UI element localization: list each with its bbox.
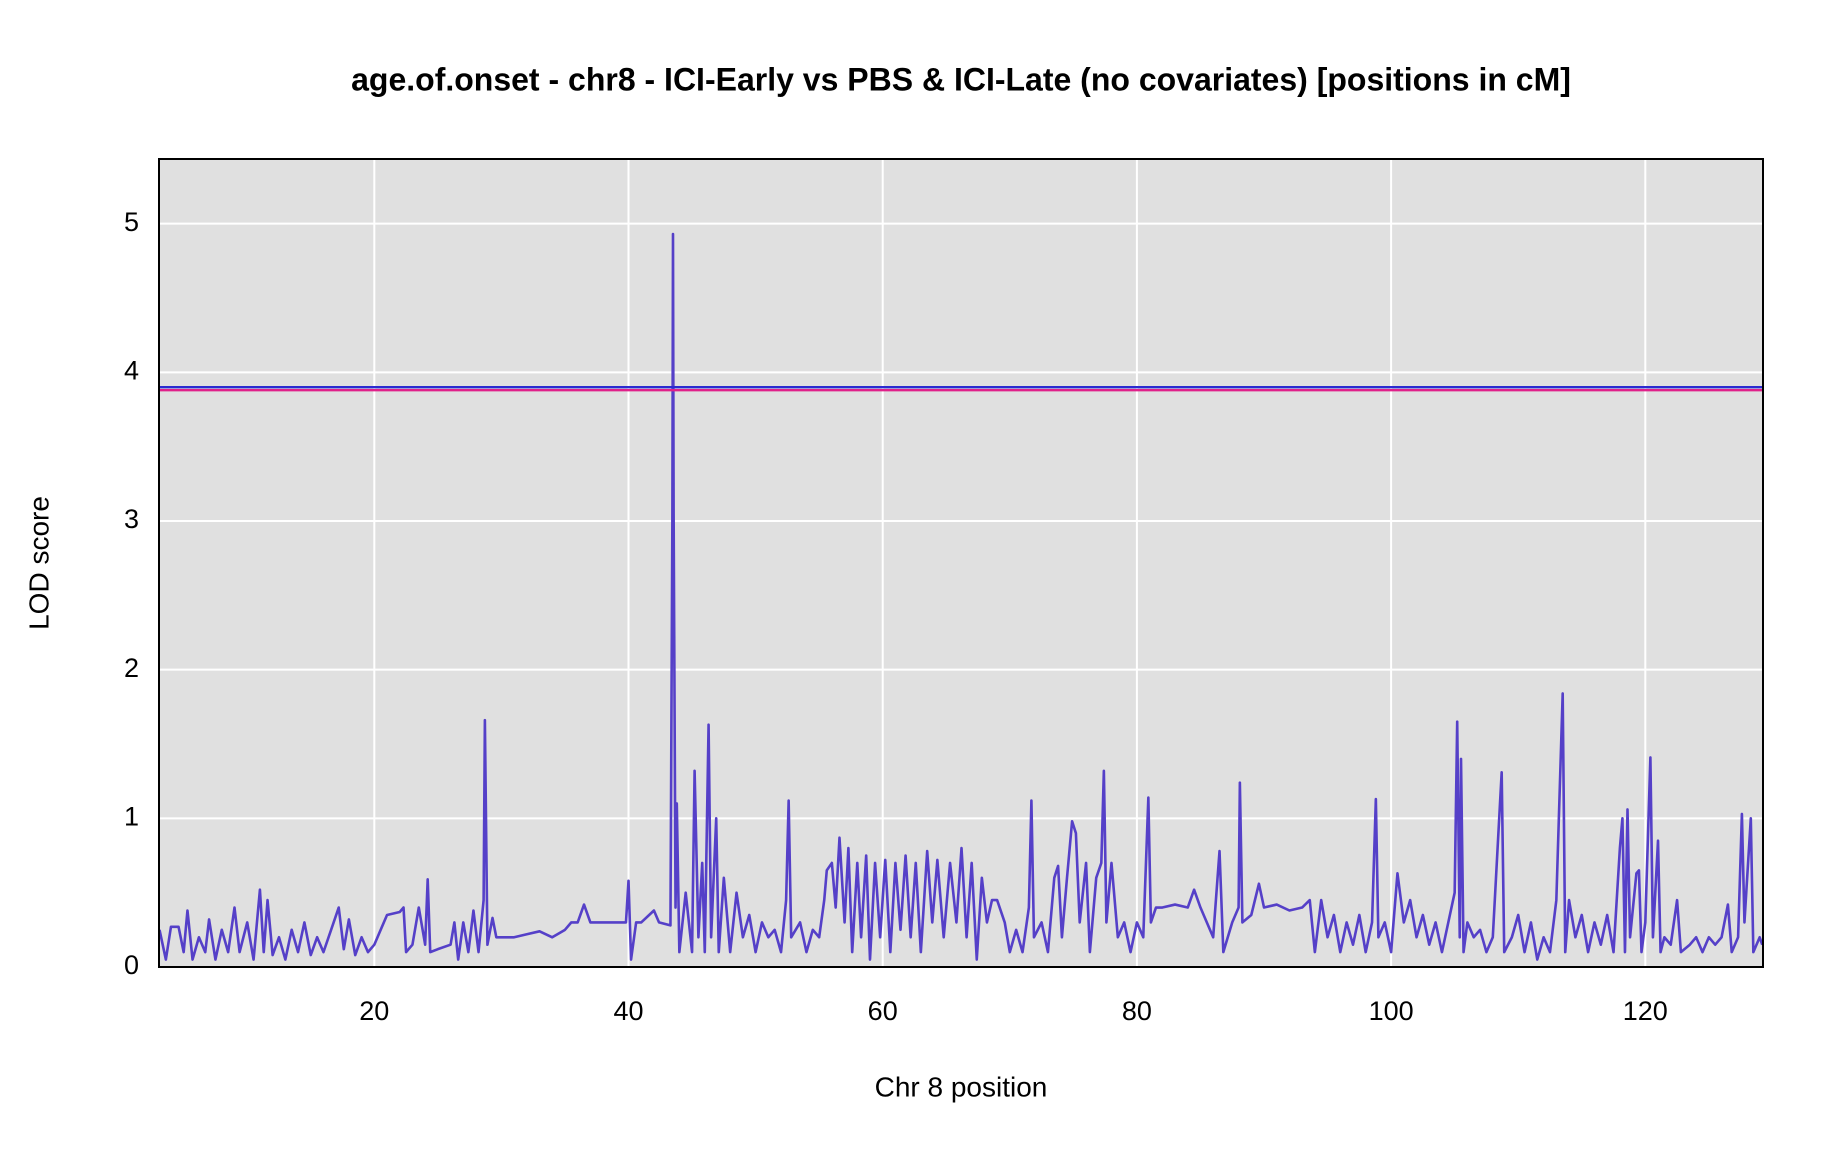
x-tick-label: 100 xyxy=(1369,996,1414,1026)
plot-frame xyxy=(158,158,1764,968)
x-tick-label: 60 xyxy=(868,996,898,1026)
plot-background xyxy=(159,159,1763,967)
x-tick-label: 40 xyxy=(613,996,643,1026)
y-tick-label: 2 xyxy=(124,653,139,683)
y-tick-label: 0 xyxy=(124,950,139,980)
chart-title: age.of.onset - chr8 - ICI-Early vs PBS &… xyxy=(351,61,1571,97)
y-tick-label: 5 xyxy=(124,207,139,237)
marks xyxy=(159,232,1763,961)
x-tick-label: 20 xyxy=(359,996,389,1026)
y-tick-label: 4 xyxy=(124,355,139,385)
labels: 20 40 60 80 100 120 0 1 2 3 4 5 xyxy=(124,207,1668,1026)
x-tick-label: 120 xyxy=(1623,996,1668,1026)
x-tick-label: 80 xyxy=(1122,996,1152,1026)
y-tick-label: 1 xyxy=(124,801,139,831)
x-axis-label: Chr 8 position xyxy=(875,1071,1048,1102)
y-axis-label: LOD score xyxy=(23,496,54,630)
lod-line xyxy=(159,232,1763,961)
y-tick-label: 3 xyxy=(124,504,139,534)
